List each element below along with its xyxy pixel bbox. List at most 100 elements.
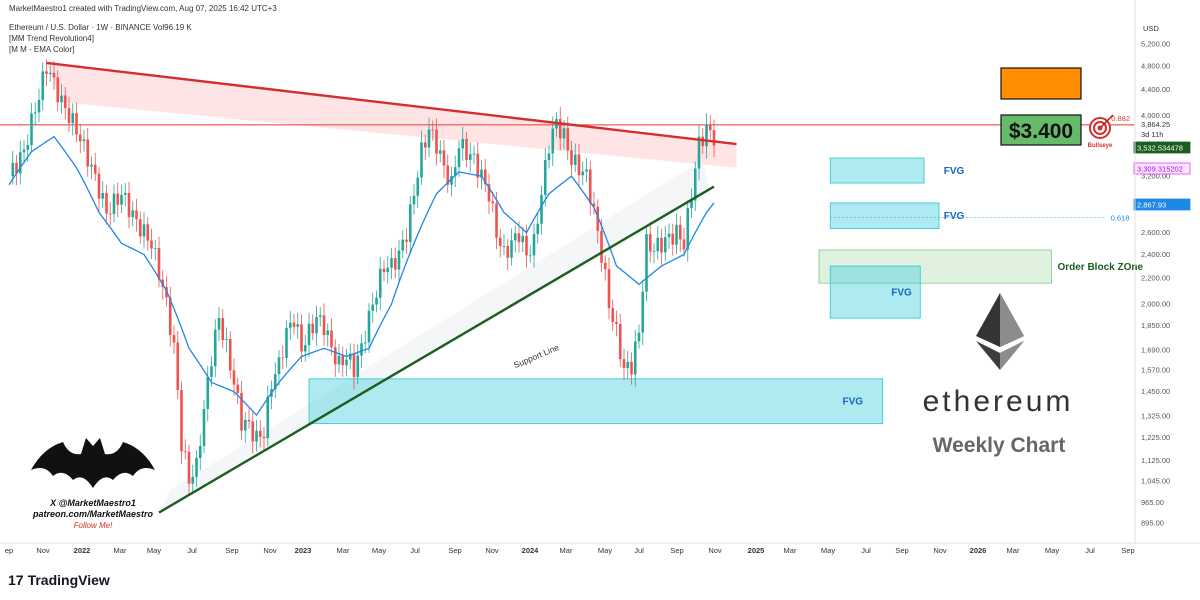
candle[interactable] — [318, 315, 322, 318]
candle[interactable] — [483, 169, 487, 185]
candle[interactable] — [326, 330, 330, 336]
candle[interactable] — [532, 234, 536, 256]
candle[interactable] — [356, 355, 360, 377]
candle[interactable] — [341, 355, 345, 366]
candle[interactable] — [431, 129, 435, 131]
candle[interactable] — [615, 321, 618, 324]
candle[interactable] — [600, 230, 603, 263]
candle[interactable] — [408, 204, 412, 242]
candle[interactable] — [33, 112, 37, 114]
candle[interactable] — [18, 152, 22, 174]
candle[interactable] — [225, 339, 228, 341]
candle[interactable] — [138, 219, 142, 237]
candle[interactable] — [678, 224, 682, 240]
candle[interactable] — [435, 129, 438, 154]
candle[interactable] — [367, 310, 371, 343]
candle[interactable] — [22, 149, 26, 153]
price-target-box[interactable] — [1000, 114, 1082, 146]
candle[interactable] — [491, 201, 495, 204]
candle[interactable] — [292, 322, 296, 327]
candle[interactable] — [480, 169, 483, 178]
candle[interactable] — [273, 374, 277, 390]
candle[interactable] — [228, 339, 232, 371]
candle[interactable] — [423, 142, 427, 148]
candle[interactable] — [581, 171, 585, 176]
candle[interactable] — [446, 165, 450, 185]
candle[interactable] — [108, 213, 112, 215]
candle[interactable] — [468, 154, 472, 160]
candle[interactable] — [123, 192, 127, 195]
candle[interactable] — [697, 136, 701, 169]
candle[interactable] — [442, 150, 446, 166]
candle[interactable] — [322, 315, 326, 336]
candle[interactable] — [180, 390, 183, 452]
candle[interactable] — [41, 71, 45, 100]
candle[interactable] — [157, 248, 161, 280]
candle[interactable] — [592, 203, 596, 207]
candle[interactable] — [506, 245, 510, 258]
candle[interactable] — [618, 323, 622, 360]
candle[interactable] — [71, 113, 75, 123]
candle[interactable] — [371, 304, 375, 311]
candle[interactable] — [570, 150, 573, 165]
candle[interactable] — [671, 233, 675, 245]
support-trendline[interactable] — [158, 185, 715, 514]
candle[interactable] — [198, 446, 202, 458]
candle[interactable] — [240, 392, 243, 431]
candle[interactable] — [588, 169, 592, 204]
candle[interactable] — [75, 113, 78, 135]
candle[interactable] — [528, 255, 532, 257]
candle[interactable] — [682, 239, 686, 250]
candle[interactable] — [645, 234, 648, 292]
candle[interactable] — [195, 457, 198, 477]
candle[interactable] — [232, 370, 236, 385]
candle[interactable] — [78, 134, 82, 142]
candle[interactable] — [517, 233, 521, 243]
candle[interactable] — [596, 206, 600, 231]
candle[interactable] — [120, 194, 123, 205]
candle[interactable] — [438, 150, 442, 154]
candle[interactable] — [495, 203, 498, 238]
candle[interactable] — [652, 251, 656, 252]
candle[interactable] — [112, 193, 116, 215]
candle[interactable] — [348, 353, 352, 360]
candle[interactable] — [202, 409, 206, 447]
candle[interactable] — [142, 224, 146, 237]
candle[interactable] — [330, 330, 333, 348]
candle[interactable] — [52, 72, 56, 78]
candle[interactable] — [701, 136, 705, 147]
candle[interactable] — [626, 361, 630, 369]
candle[interactable] — [221, 318, 225, 341]
candle[interactable] — [476, 153, 480, 178]
candle[interactable] — [465, 138, 468, 160]
candle[interactable] — [352, 353, 356, 377]
candle[interactable] — [543, 160, 547, 195]
orange-target-box[interactable] — [1000, 67, 1082, 100]
candle[interactable] — [333, 347, 337, 365]
candle[interactable] — [416, 177, 420, 196]
candle[interactable] — [513, 233, 517, 241]
candle[interactable] — [487, 184, 491, 202]
candle[interactable] — [281, 357, 285, 359]
candle[interactable] — [37, 99, 41, 113]
fvg-zone[interactable] — [829, 202, 940, 229]
candle[interactable] — [630, 361, 633, 375]
candle[interactable] — [712, 130, 716, 146]
candle[interactable] — [288, 322, 292, 328]
candle[interactable] — [236, 384, 240, 393]
candle[interactable] — [135, 210, 138, 220]
fvg-zone[interactable] — [829, 265, 921, 319]
candle[interactable] — [187, 451, 191, 484]
candle[interactable] — [217, 318, 221, 330]
price-tag[interactable] — [1133, 162, 1191, 175]
order-block-zone[interactable] — [818, 249, 1052, 284]
candle[interactable] — [262, 436, 266, 439]
candle[interactable] — [311, 323, 315, 334]
candle[interactable] — [243, 419, 247, 431]
candle[interactable] — [536, 223, 540, 235]
tradingview-logo[interactable]: 17 TradingView — [8, 572, 110, 588]
candle[interactable] — [405, 239, 408, 242]
candle[interactable] — [303, 345, 307, 352]
candle[interactable] — [573, 154, 577, 165]
candle[interactable] — [693, 168, 697, 201]
